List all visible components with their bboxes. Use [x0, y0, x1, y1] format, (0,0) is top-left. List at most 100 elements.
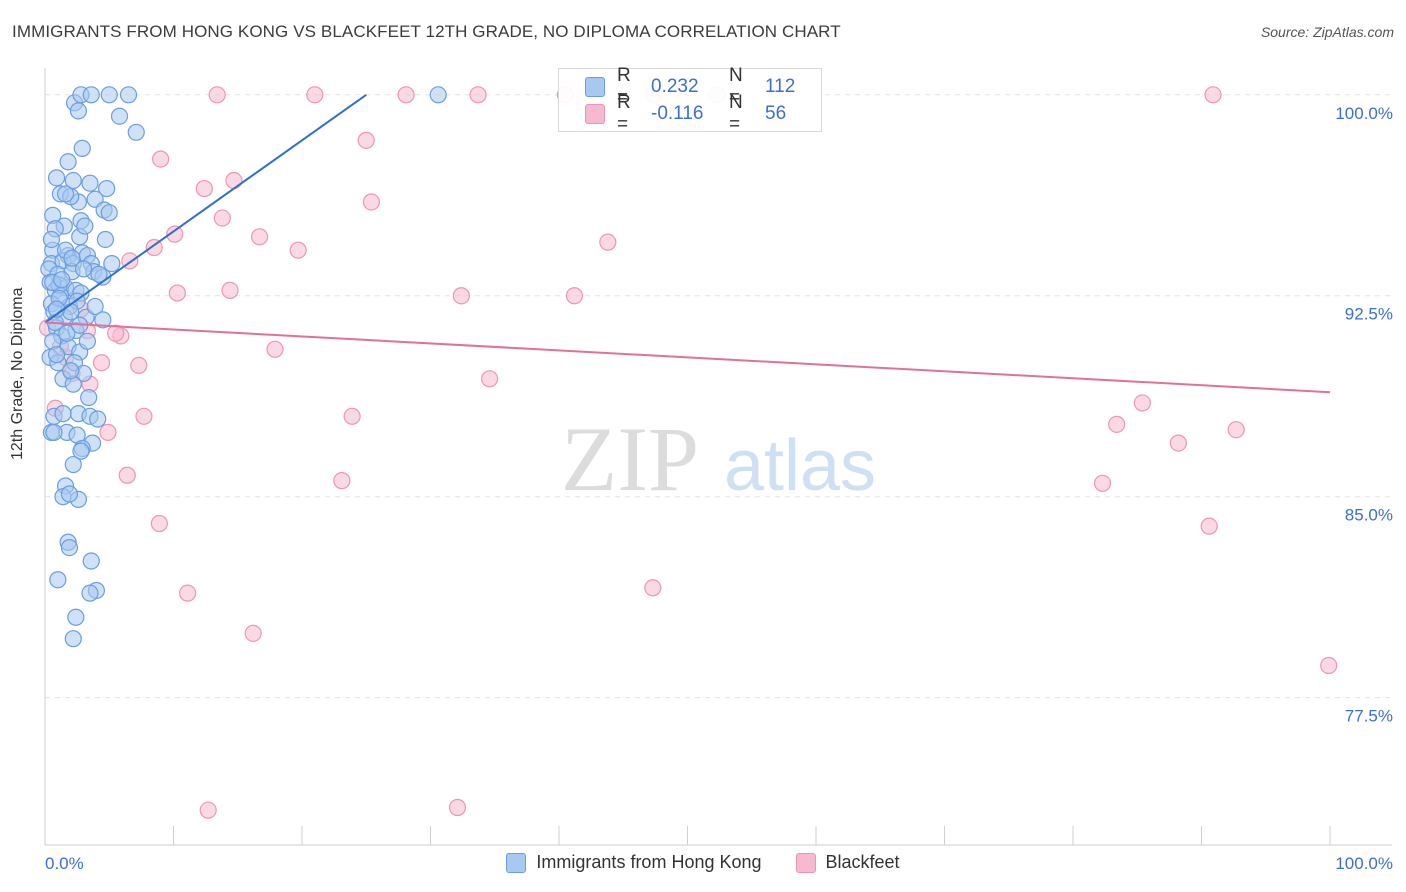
- blackfeet-point: [99, 423, 117, 441]
- hong-kong-point: [82, 86, 100, 104]
- blackfeet-point: [333, 472, 351, 490]
- hong-kong-point: [47, 346, 66, 364]
- hong-kong-point: [90, 265, 108, 283]
- hong-kong-point: [76, 217, 94, 235]
- hong-kong-point: [94, 311, 112, 329]
- n-label: N =: [729, 92, 743, 135]
- y-tick-label: 77.5%: [1345, 707, 1393, 726]
- hong-kong-point: [53, 271, 71, 289]
- blackfeet-point: [208, 86, 226, 104]
- blackfeet-point: [343, 407, 361, 425]
- r-label: R =: [617, 65, 631, 108]
- bottom-legend: Immigrants from Hong Kong Blackfeet: [0, 852, 1406, 873]
- n-value-blackfeet: 56: [765, 103, 787, 124]
- x-tick-label-max: 100.0%: [1335, 854, 1393, 873]
- hong-kong-point: [64, 455, 82, 474]
- blackfeet-point: [1320, 656, 1338, 675]
- y-tick-label: 100.0%: [1335, 104, 1393, 123]
- stats-legend-box: R = 0.232 N = 112 R = -0.116 N = 56: [558, 65, 822, 135]
- blackfeet-point: [225, 171, 243, 190]
- blackfeet-point: [362, 193, 380, 211]
- legend-label-hong-kong: Immigrants from Hong Kong: [536, 852, 762, 872]
- blackfeet-point: [168, 284, 186, 302]
- blackfeet-point: [565, 287, 584, 305]
- hong-kong-point: [110, 107, 129, 125]
- blackfeet-point: [1169, 434, 1187, 452]
- hong-kong-point: [98, 179, 116, 198]
- blackfeet-point: [107, 324, 125, 342]
- hong-kong-point: [127, 123, 145, 141]
- blackfeet-point: [118, 466, 136, 484]
- hong-kong-point: [63, 249, 81, 267]
- blackfeet-point: [150, 514, 168, 533]
- hong-kong-point: [58, 324, 76, 342]
- hong-kong-trend-line: [44, 93, 367, 324]
- hong-kong-point: [73, 139, 91, 157]
- watermark-atlas: atlas: [724, 426, 876, 506]
- blackfeet-point: [179, 584, 197, 602]
- blackfeet-point: [1200, 517, 1218, 535]
- hong-kong-point: [62, 362, 80, 380]
- legend-item-blackfeet[interactable]: Blackfeet: [795, 852, 900, 873]
- blackfeet-point: [289, 241, 307, 259]
- blackfeet-point: [266, 340, 284, 358]
- blackfeet-point: [448, 798, 467, 817]
- blackfeet-point: [166, 225, 184, 243]
- blackfeet-point: [644, 579, 662, 597]
- hong-kong-point: [59, 153, 77, 171]
- chart-title: IMMIGRANTS FROM HONG KONG VS BLACKFEET 1…: [12, 22, 841, 41]
- hong-kong-point: [42, 230, 61, 249]
- blackfeet-point: [221, 281, 239, 299]
- hong-kong-legend-swatch: [506, 852, 527, 873]
- hong-kong-point: [74, 260, 93, 278]
- blackfeet-legend-swatch: [795, 852, 816, 873]
- x-tick-label-min: 0.0%: [45, 854, 84, 873]
- blackfeet-point: [195, 179, 213, 198]
- y-tick-label: 92.5%: [1345, 305, 1393, 324]
- blackfeet-point: [452, 287, 470, 305]
- hong-kong-point: [119, 86, 138, 104]
- blackfeet-point: [1133, 394, 1151, 412]
- blackfeet-point: [135, 407, 153, 425]
- r-label: R =: [617, 92, 631, 135]
- blackfeet-trend-line: [44, 321, 1331, 394]
- blackfeet-point: [244, 624, 262, 642]
- hong-kong-point: [60, 485, 79, 503]
- hong-kong-point: [89, 410, 107, 428]
- hong-kong-point: [103, 254, 121, 273]
- blackfeet-point: [213, 209, 231, 227]
- blackfeet-point: [469, 86, 487, 104]
- hong-kong-point: [49, 571, 67, 589]
- hong-kong-point: [69, 102, 88, 120]
- n-label: N =: [729, 65, 743, 108]
- blackfeet-point: [152, 150, 170, 168]
- hong-kong-point: [72, 442, 90, 460]
- watermark-zip: ZIP: [561, 408, 699, 510]
- hong-kong-point: [56, 185, 75, 203]
- n-value-hong-kong: 112: [765, 76, 796, 97]
- hong-kong-point: [47, 169, 66, 187]
- hong-kong-point: [45, 423, 63, 441]
- r-value-hong-kong: 0.232: [651, 76, 699, 97]
- blackfeet-point: [306, 86, 324, 104]
- r-value-blackfeet: -0.116: [651, 103, 704, 124]
- blackfeet-point: [250, 228, 269, 246]
- hong-kong-point: [67, 608, 85, 626]
- blackfeet-point: [357, 131, 375, 149]
- legend-item-hong-kong[interactable]: Immigrants from Hong Kong: [506, 852, 762, 873]
- source-credit: Source: ZipAtlas.com: [1260, 24, 1394, 40]
- blackfeet-point: [599, 233, 617, 251]
- hong-kong-point: [82, 552, 100, 570]
- legend-label-blackfeet: Blackfeet: [825, 852, 900, 872]
- blackfeet-point: [481, 370, 499, 388]
- hong-kong-point: [81, 584, 99, 602]
- hong-kong-point: [96, 230, 114, 249]
- hong-kong-point: [100, 204, 118, 222]
- blackfeet-point: [1204, 86, 1222, 104]
- hong-kong-point: [78, 332, 97, 350]
- blackfeet-point: [145, 238, 163, 257]
- hong-kong-swatch: [585, 77, 605, 97]
- blackfeet-point: [199, 801, 217, 819]
- blackfeet-point: [1108, 415, 1126, 433]
